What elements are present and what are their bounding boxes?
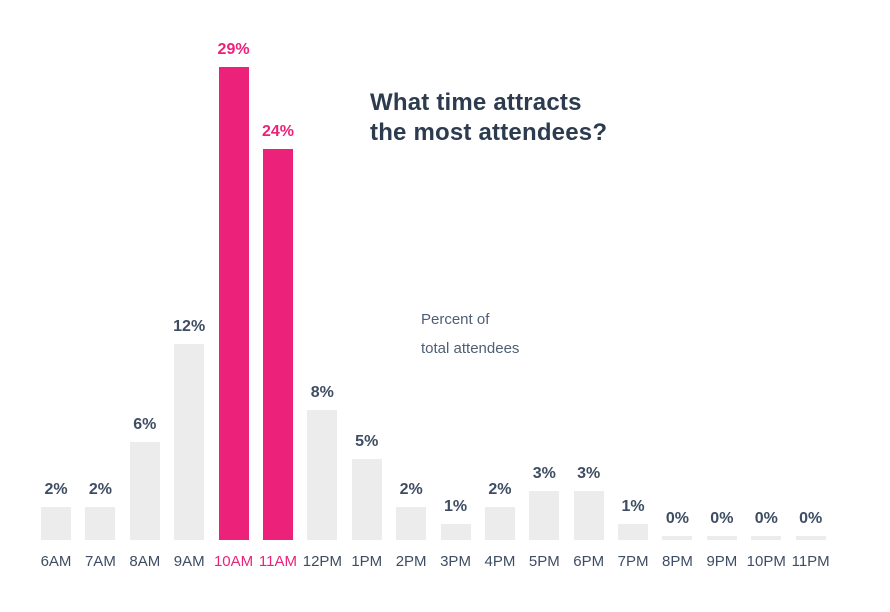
chart-title-line1: What time attracts: [370, 89, 582, 116]
x-tick-label: 1PM: [351, 553, 383, 570]
bar-value-label: 3%: [577, 465, 601, 483]
bar: [41, 507, 71, 540]
bar-value-label: 2%: [44, 481, 68, 499]
x-tick-label: 11AM: [258, 553, 297, 570]
x-tick-label: 10AM: [213, 553, 254, 570]
bar-column: 0% 8PM: [662, 510, 693, 571]
x-tick-label: 9AM: [173, 553, 205, 570]
bar-value-label: 1%: [443, 497, 468, 515]
x-tick-label: 3PM: [440, 553, 471, 570]
bar-value-label: 2%: [399, 481, 423, 499]
bar: [218, 67, 249, 540]
x-tick-label: 5PM: [528, 553, 560, 570]
x-tick-label: 9PM: [706, 553, 738, 570]
bar: [751, 536, 782, 540]
bar-column: 2% 7AM: [84, 481, 116, 571]
bar-column: 0% 11PM: [792, 510, 830, 571]
bar-value-label: 29%: [217, 41, 250, 59]
bar: [262, 148, 293, 540]
bar-value-label: 0%: [799, 510, 823, 527]
bar: [307, 409, 338, 540]
x-tick-label: 4PM: [484, 553, 516, 570]
bar-column: 2% 4PM: [484, 481, 516, 571]
bar-value-label: 0%: [710, 510, 734, 527]
bar-column: 1% 3PM: [440, 497, 471, 571]
bar-column: 1% 7PM: [617, 497, 649, 571]
bar-value-label: 1%: [621, 497, 645, 515]
y-axis-annotation: Percent of total attendees: [421, 305, 519, 363]
bar: [795, 536, 826, 540]
x-tick-label: 7AM: [84, 553, 116, 570]
x-tick-label: 6AM: [40, 553, 72, 570]
bar: [129, 442, 160, 540]
bar-value-label: 6%: [133, 416, 157, 434]
chart-title: What time attracts the most attendees?: [370, 88, 607, 148]
x-tick-label: 11PM: [791, 553, 830, 570]
bar: [484, 507, 515, 540]
bar-chart: 2% 6AM 2% 7AM 6% 8AM 12% 9AM 29% 10AM 24% 11AM 8% 12P…: [40, 0, 830, 572]
bar-value-label: 24%: [261, 122, 294, 140]
bar-column: 12% 9AM: [173, 318, 206, 571]
bar-value-label: 2%: [488, 481, 512, 499]
bar-value-label: 5%: [355, 432, 379, 450]
bar-column: 24% 11AM: [259, 122, 297, 571]
bar-value-label: 12%: [173, 318, 206, 336]
x-tick-label: 10PM: [746, 553, 786, 570]
bar: [174, 344, 205, 540]
bar-column: 0% 10PM: [747, 510, 786, 571]
x-tick-label: 7PM: [617, 553, 649, 570]
bar: [440, 523, 471, 540]
bar: [662, 536, 693, 540]
bar: [85, 507, 116, 540]
y-axis-annotation-line2: total attendees: [421, 340, 520, 357]
bar-column: 8% 12PM: [303, 383, 342, 571]
bar: [573, 491, 604, 540]
bar-column: 3% 5PM: [528, 465, 560, 571]
bar: [396, 507, 427, 540]
x-tick-label: 8PM: [662, 553, 693, 570]
bar-column: 2% 2PM: [395, 481, 427, 571]
bar-column: 5% 1PM: [351, 432, 383, 572]
x-tick-label: 6PM: [573, 553, 605, 570]
bar-value-label: 0%: [754, 510, 778, 527]
bar-column: 0% 9PM: [706, 510, 738, 571]
bar: [351, 458, 382, 540]
bar: [529, 491, 560, 540]
bar-column: 3% 6PM: [573, 465, 605, 571]
bar-value-label: 8%: [310, 383, 334, 401]
x-tick-label: 12PM: [302, 553, 342, 570]
bar-column: 29% 10AM: [214, 41, 253, 571]
bar: [706, 536, 737, 540]
bar-value-label: 0%: [665, 510, 690, 527]
chart-title-line2: the most attendees?: [370, 119, 608, 146]
bar-value-label: 2%: [88, 481, 112, 499]
x-tick-label: 8AM: [129, 553, 161, 570]
bar: [618, 523, 649, 540]
y-axis-annotation-line1: Percent of: [421, 311, 490, 328]
x-tick-label: 2PM: [395, 553, 427, 570]
bar-column: 6% 8AM: [129, 416, 161, 571]
bar-column: 2% 6AM: [40, 481, 72, 571]
bar-value-label: 3%: [532, 465, 556, 483]
